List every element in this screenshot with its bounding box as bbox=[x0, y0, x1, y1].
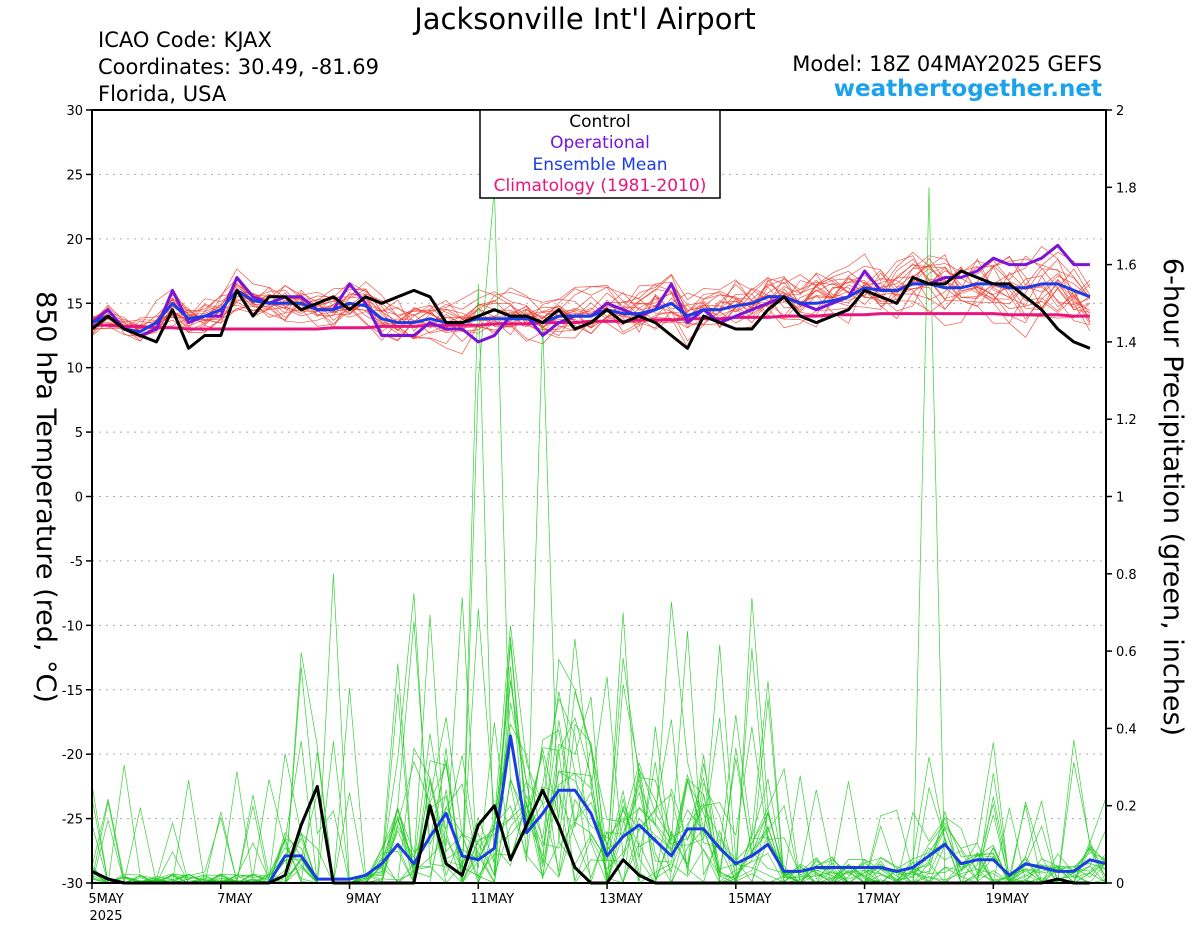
site-link[interactable]: weathertogether.net bbox=[833, 76, 1102, 102]
right-tick-label: 0.6 bbox=[1116, 645, 1137, 660]
right-axis-ticks: 2 1.8 1.6 1.4 1.2 1 0.8 0.6 0.4 0.2 0 bbox=[1106, 104, 1137, 892]
legend: Control Operational Ensemble Mean Climat… bbox=[479, 109, 721, 199]
precipitation-member-line bbox=[92, 601, 1106, 884]
left-tick-label: -5 bbox=[70, 555, 83, 570]
legend-operational: Operational bbox=[550, 133, 650, 153]
gridlines bbox=[92, 109, 1106, 884]
left-tick-label: 0 bbox=[75, 491, 83, 506]
ensemble-mean-line bbox=[91, 282, 1091, 334]
left-tick-label: -15 bbox=[62, 684, 83, 699]
coordinates: Coordinates: 30.49, -81.69 bbox=[98, 55, 379, 79]
x-tick-label: 7MAY bbox=[217, 892, 252, 907]
right-tick-label: 1 bbox=[1116, 491, 1124, 506]
right-tick-label: 1.6 bbox=[1116, 259, 1137, 274]
x-tick-label: 15MAY bbox=[728, 892, 772, 907]
control-line bbox=[91, 269, 1091, 350]
right-tick-label: 1.2 bbox=[1116, 413, 1137, 428]
left-tick-label: 10 bbox=[66, 362, 83, 377]
precipitation-member-line bbox=[91, 597, 1107, 884]
icao-code: ICAO Code: KJAX bbox=[98, 28, 272, 52]
left-tick-label: -30 bbox=[62, 877, 83, 892]
legend-climatology: Climatology (1981-2010) bbox=[494, 176, 707, 196]
left-tick-label: 5 bbox=[75, 426, 83, 441]
x-axis-ticks: 5MAY 2025 7MAY 9MAY 11MAY 13MAY 15MAY 17MAY 19MA… bbox=[88, 883, 1029, 924]
precipitation-member-line bbox=[91, 612, 1107, 884]
legend-control: Control bbox=[569, 112, 630, 132]
right-tick-label: 0 bbox=[1116, 877, 1124, 892]
legend-ensemble-mean: Ensemble Mean bbox=[532, 155, 667, 175]
x-tick-label: 17MAY bbox=[857, 892, 901, 907]
left-tick-label: -10 bbox=[62, 619, 83, 634]
chart-title: Jacksonville Int'l Airport bbox=[414, 2, 756, 36]
left-tick-label: 20 bbox=[66, 233, 83, 248]
right-axis-title: 6-hour Precipitation (green, inches) bbox=[1157, 258, 1188, 736]
left-tick-label: 30 bbox=[66, 104, 83, 119]
x-tick-label: 13MAY bbox=[599, 892, 643, 907]
left-tick-label: -20 bbox=[62, 748, 83, 763]
right-tick-label: 0.2 bbox=[1116, 800, 1137, 815]
left-tick-label: -25 bbox=[62, 813, 83, 828]
left-tick-label: 25 bbox=[66, 168, 83, 183]
left-axis-ticks: 30 25 20 15 10 5 0 -5 -10 -15 -20 -25 -30 bbox=[62, 104, 92, 892]
x-tick-year: 2025 bbox=[89, 909, 122, 924]
precipitation-member-line bbox=[91, 597, 1107, 884]
right-tick-label: 0.4 bbox=[1116, 722, 1137, 737]
right-tick-label: 1.4 bbox=[1116, 336, 1137, 351]
left-axis-title: 850 hPa Temperature (red, °C) bbox=[30, 291, 61, 703]
precipitation-member-line bbox=[91, 691, 1106, 885]
region: Florida, USA bbox=[98, 82, 227, 106]
x-tick-label: 5MAY bbox=[88, 892, 123, 907]
precipitation-member-line bbox=[91, 726, 1107, 884]
legend-box bbox=[479, 109, 721, 199]
x-tick-label: 11MAY bbox=[470, 892, 514, 907]
x-tick-label: 19MAY bbox=[986, 892, 1030, 907]
right-tick-label: 2 bbox=[1116, 104, 1124, 119]
x-tick-label: 9MAY bbox=[346, 892, 381, 907]
model-run: Model: 18Z 04MAY2025 GEFS bbox=[792, 52, 1102, 76]
precipitation-member-line bbox=[91, 608, 1107, 885]
right-tick-label: 1.8 bbox=[1116, 181, 1137, 196]
temperature-member-line bbox=[91, 251, 1091, 348]
precipitation-member-line bbox=[92, 657, 1107, 884]
right-tick-label: 0.8 bbox=[1116, 568, 1137, 583]
precipitation-member-line bbox=[91, 723, 1107, 884]
left-tick-label: 15 bbox=[66, 297, 83, 312]
